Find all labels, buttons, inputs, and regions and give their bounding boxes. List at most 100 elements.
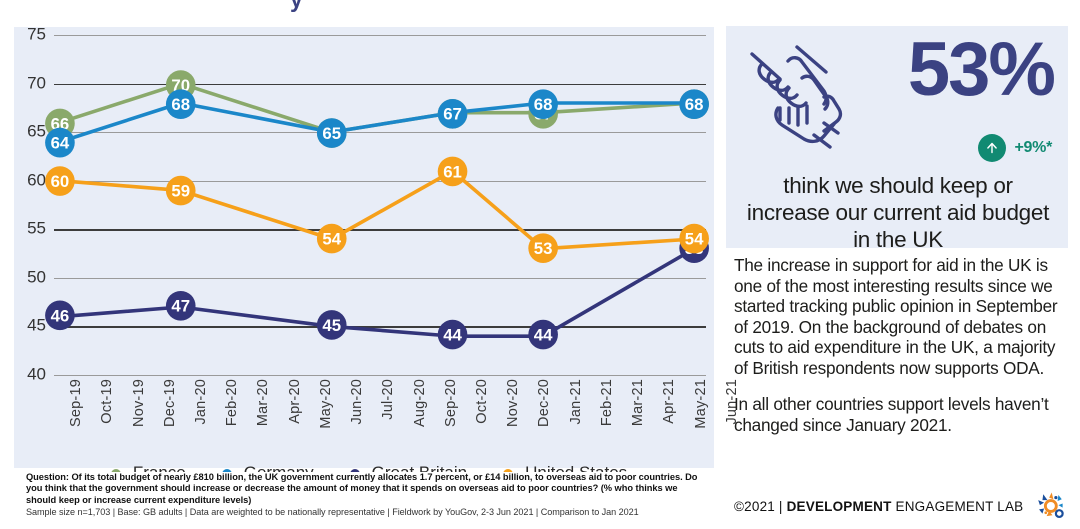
- footer-copyright: ©2021 |: [734, 498, 787, 514]
- x-axis-tick-Feb-20: Feb-20: [224, 379, 241, 427]
- chart-footnote: Question: Of its total budget of nearly …: [14, 472, 714, 519]
- x-axis-tick-Feb-21: Feb-21: [598, 379, 615, 427]
- gridline-45: [54, 326, 706, 328]
- y-axis-tick-50: 50: [27, 267, 46, 287]
- data-point-label: 45: [322, 316, 341, 335]
- x-axis-tick-Jun-20: Jun-20: [349, 379, 366, 425]
- data-point-label: 53: [534, 239, 553, 258]
- data-point-germany-Jun-21: 68: [679, 89, 709, 120]
- footer-brand: ©2021 | DEVELOPMENT ENGAGEMENT LAB: [734, 499, 1023, 514]
- stat-delta-row: +9%*: [977, 134, 1053, 162]
- data-point-marker: [437, 99, 468, 129]
- data-point-marker: [165, 89, 196, 120]
- gridline-55: [54, 229, 706, 231]
- data-point-label: 54: [322, 230, 341, 249]
- data-point-united-states-Jan-21: 53: [528, 233, 558, 264]
- data-point-marker: [437, 319, 468, 350]
- y-axis-tick-65: 65: [27, 121, 46, 141]
- data-point-great-britain-Jan-20: 47: [165, 290, 196, 321]
- body-paragraph-1: The increase in support for aid in the U…: [734, 255, 1058, 378]
- data-point-great-britain-Jun-20: 45: [316, 310, 347, 340]
- chart-marker-layer: 6670656767646865676868464745444453605954…: [45, 70, 709, 350]
- x-axis-tick-Oct-20: Oct-20: [473, 379, 490, 424]
- data-point-label: 68: [534, 95, 553, 114]
- data-point-united-states-Jun-20: 54: [316, 223, 347, 254]
- chart-series-layer: [54, 35, 706, 375]
- data-point-marker: [45, 166, 75, 196]
- page-title-text: y: [290, 0, 303, 13]
- data-point-germany-Jan-21: 68: [528, 89, 558, 120]
- x-axis-tick-Aug-20: Aug-20: [411, 379, 428, 427]
- x-axis-tick-Jan-20: Jan-20: [193, 379, 209, 425]
- data-point-marker: [316, 223, 347, 254]
- x-axis-tick-Sep-20: Sep-20: [442, 379, 459, 427]
- del-logo-icon: [1038, 492, 1065, 519]
- x-axis-tick-Sep-19: Sep-19: [68, 379, 85, 427]
- x-axis-tick-Jan-21: Jan-21: [567, 379, 584, 425]
- footer-brand-bold: DEVELOPMENT: [786, 498, 892, 514]
- x-axis-tick-Apr-20: Apr-20: [286, 379, 303, 424]
- data-point-marker: [528, 233, 558, 264]
- data-point-germany-Jun-20: 65: [316, 118, 347, 148]
- data-point-label: 44: [534, 325, 553, 344]
- chart-gridlines: 40 45 50 55 60 65 70 75: [27, 25, 706, 384]
- data-point-united-states-Jun-21: 54: [679, 223, 709, 254]
- data-point-marker: [316, 118, 347, 148]
- data-point-label: 59: [171, 182, 190, 201]
- data-point-great-britain-Sep-19: 46: [45, 300, 75, 331]
- body-copy: The increase in support for aid in the U…: [734, 255, 1068, 451]
- x-axis-tick-Apr-21: Apr-21: [661, 379, 678, 424]
- body-paragraph-2: In all other countries support levels ha…: [734, 394, 1049, 435]
- series-line-great-britain: [60, 249, 694, 336]
- data-point-united-states-Jan-20: 59: [165, 175, 196, 206]
- footer: ©2021 | DEVELOPMENT ENGAGEMENT LAB: [734, 490, 1067, 522]
- x-axis-tick-Nov-19: Nov-19: [130, 379, 147, 427]
- data-point-label: 60: [51, 172, 70, 191]
- data-point-label: 46: [51, 306, 70, 325]
- gridline-75: [54, 35, 706, 36]
- data-point-label: 67: [443, 105, 462, 124]
- y-axis-tick-70: 70: [27, 73, 46, 93]
- data-point-marker: [45, 300, 75, 331]
- series-line-united-states: [60, 171, 694, 249]
- data-point-marker: [528, 89, 558, 120]
- data-point-marker: [165, 175, 196, 206]
- page-title-fragment: y: [0, 0, 1080, 22]
- data-point-germany-Jan-20: 68: [165, 89, 196, 120]
- y-axis-tick-60: 60: [27, 170, 46, 190]
- chart-x-axis: Sep-19 Oct-19 Nov-19 Dec-19 Jan-20 Feb-20 Mar-…: [62, 379, 754, 455]
- footer-brand-rest: ENGAGEMENT LAB: [891, 498, 1024, 514]
- data-point-label: 54: [685, 230, 704, 249]
- data-point-label: 61: [443, 162, 462, 181]
- data-point-marker: [528, 319, 558, 350]
- hand-holding-rope-icon: [750, 45, 843, 149]
- footnote-source: Sample size n=1,703 | Base: GB adults | …: [26, 507, 639, 518]
- y-axis-tick-45: 45: [27, 316, 46, 336]
- x-axis-tick-May-20: May-20: [317, 379, 334, 429]
- data-point-label: 68: [685, 95, 704, 114]
- stat-delta-text: +9%*: [1014, 139, 1053, 156]
- data-point-united-states-Sep-19: 60: [45, 166, 75, 196]
- arrow-up-icon: [977, 134, 1006, 162]
- data-point-label: 65: [322, 124, 341, 143]
- series-line-germany: [60, 103, 694, 142]
- y-axis-tick-55: 55: [27, 218, 46, 238]
- x-axis-tick-May-21: May-21: [692, 379, 709, 429]
- x-axis-tick-Mar-21: Mar-21: [630, 379, 647, 427]
- gridline-60: [54, 180, 706, 182]
- data-point-label: 44: [443, 325, 462, 344]
- data-point-germany-Sep-19: 64: [45, 127, 75, 158]
- data-point-label: 47: [171, 297, 190, 316]
- data-point-marker: [679, 223, 709, 254]
- data-point-germany-Oct-20: 67: [437, 99, 468, 129]
- gridline-40: [54, 375, 706, 376]
- data-point-label: 64: [51, 134, 70, 153]
- x-axis-tick-Oct-19: Oct-19: [99, 379, 116, 424]
- x-axis-tick-Dec-20: Dec-20: [536, 379, 553, 427]
- x-axis-tick-Nov-20: Nov-20: [505, 379, 522, 427]
- gridline-50: [54, 277, 706, 279]
- data-point-great-britain-Oct-20: 44: [437, 319, 468, 350]
- data-point-marker: [437, 156, 468, 187]
